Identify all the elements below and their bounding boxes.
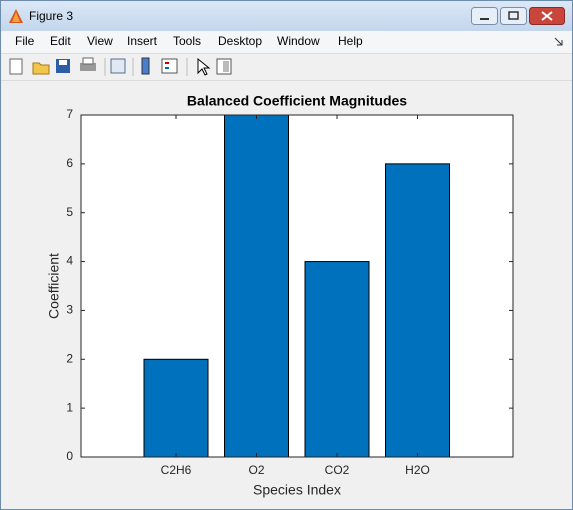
x-tick-label: CO2 [325, 463, 350, 477]
y-tick-label: 0 [66, 449, 73, 463]
bar [385, 163, 450, 458]
y-tick-label: 3 [66, 303, 73, 317]
minimize-button[interactable] [471, 7, 498, 25]
app-icon [9, 9, 23, 23]
y-tick-label: 4 [66, 254, 73, 268]
y-tick-label: 2 [66, 351, 73, 365]
x-tick-label: C2H6 [161, 463, 192, 477]
x-tick-label: H2O [405, 463, 430, 477]
title-bar: Figure 3 [1, 1, 572, 31]
y-tick-label: 6 [66, 156, 73, 170]
bar [304, 261, 370, 458]
menu-item[interactable]: View [87, 34, 113, 48]
window-controls[interactable] [471, 7, 566, 27]
toolbar-icons[interactable] [7, 55, 247, 79]
menu-item[interactable]: File [15, 34, 35, 48]
menu-item[interactable]: Help [338, 34, 363, 48]
maximize-button[interactable] [500, 7, 527, 25]
figure-canvas: Balanced Coefficient Magnitudes Species … [46, 93, 514, 498]
toolbar [1, 54, 572, 81]
menu-item[interactable]: Edit [50, 34, 71, 48]
bar [224, 114, 289, 458]
x-axis-label: Species Index [253, 482, 341, 498]
window-title: Figure 3 [29, 9, 74, 23]
menu-item[interactable]: Tools [173, 34, 202, 48]
y-axis-label: Coefficient [46, 253, 62, 319]
menu-arrow[interactable] [554, 37, 564, 47]
menu-item[interactable]: Desktop [218, 34, 263, 48]
menu-item[interactable]: Insert [127, 34, 158, 48]
axes-box [80, 114, 514, 458]
y-tick-label: 7 [66, 107, 73, 121]
bar [143, 358, 209, 458]
chart-title: Balanced Coefficient Magnitudes [187, 93, 407, 109]
x-tick-label: O2 [248, 463, 264, 477]
menu-bar: File Edit View Insert Tools Desktop Window Help [1, 31, 572, 54]
menu-item[interactable]: Window [277, 34, 320, 48]
y-tick-label: 5 [66, 205, 73, 219]
y-tick-label: 1 [66, 400, 73, 414]
